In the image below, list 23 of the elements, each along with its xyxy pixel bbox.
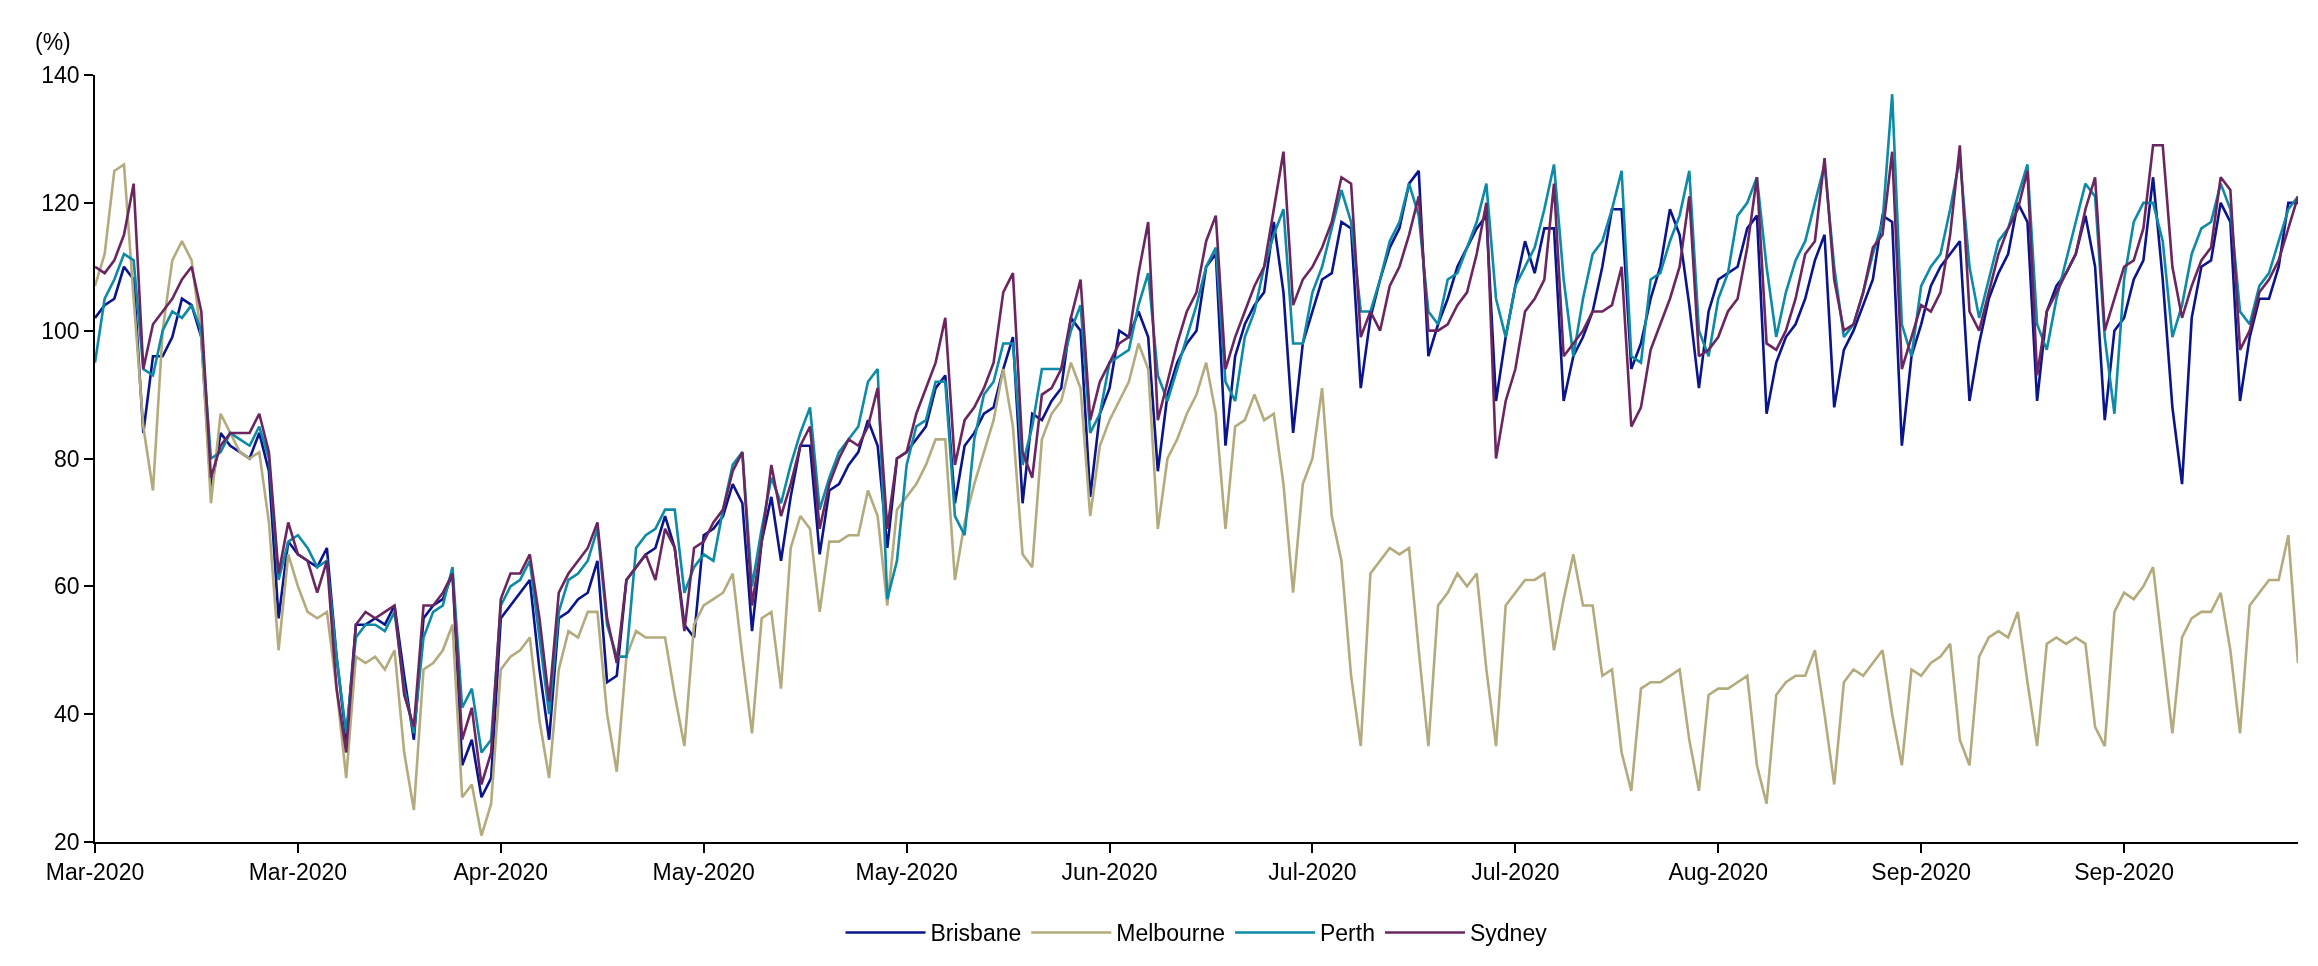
- x-tick-label: Mar-2020: [248, 859, 348, 886]
- x-tick-label: May-2020: [855, 859, 958, 886]
- y-tick-label: 140: [41, 62, 80, 89]
- x-tick-label: Mar-2020: [45, 859, 145, 886]
- y-tick-label: 120: [41, 189, 80, 216]
- x-tick-label: Jul-2020: [1268, 859, 1357, 886]
- y-tick-label: 60: [54, 573, 80, 600]
- legend-label: Melbourne: [1116, 920, 1225, 947]
- legend-label: Sydney: [1469, 920, 1548, 947]
- y-tick-label: 100: [41, 317, 80, 344]
- legend-label: Brisbane: [930, 920, 1022, 947]
- x-tick-label: May-2020: [652, 859, 755, 886]
- y-axis-title: (%): [35, 29, 71, 55]
- y-tick-label: 40: [54, 701, 80, 728]
- y-tick-label: 80: [54, 445, 80, 472]
- x-tick-label: Aug-2020: [1668, 859, 1769, 886]
- x-tick-label: Sep-2020: [1871, 859, 1972, 886]
- legend-label: Perth: [1319, 920, 1375, 947]
- y-tick-label: 20: [54, 829, 80, 856]
- x-tick-label: Apr-2020: [453, 859, 549, 886]
- x-tick-label: Jul-2020: [1471, 859, 1560, 886]
- x-tick-label: Jun-2020: [1061, 859, 1158, 886]
- x-tick-label: Sep-2020: [2074, 859, 2174, 886]
